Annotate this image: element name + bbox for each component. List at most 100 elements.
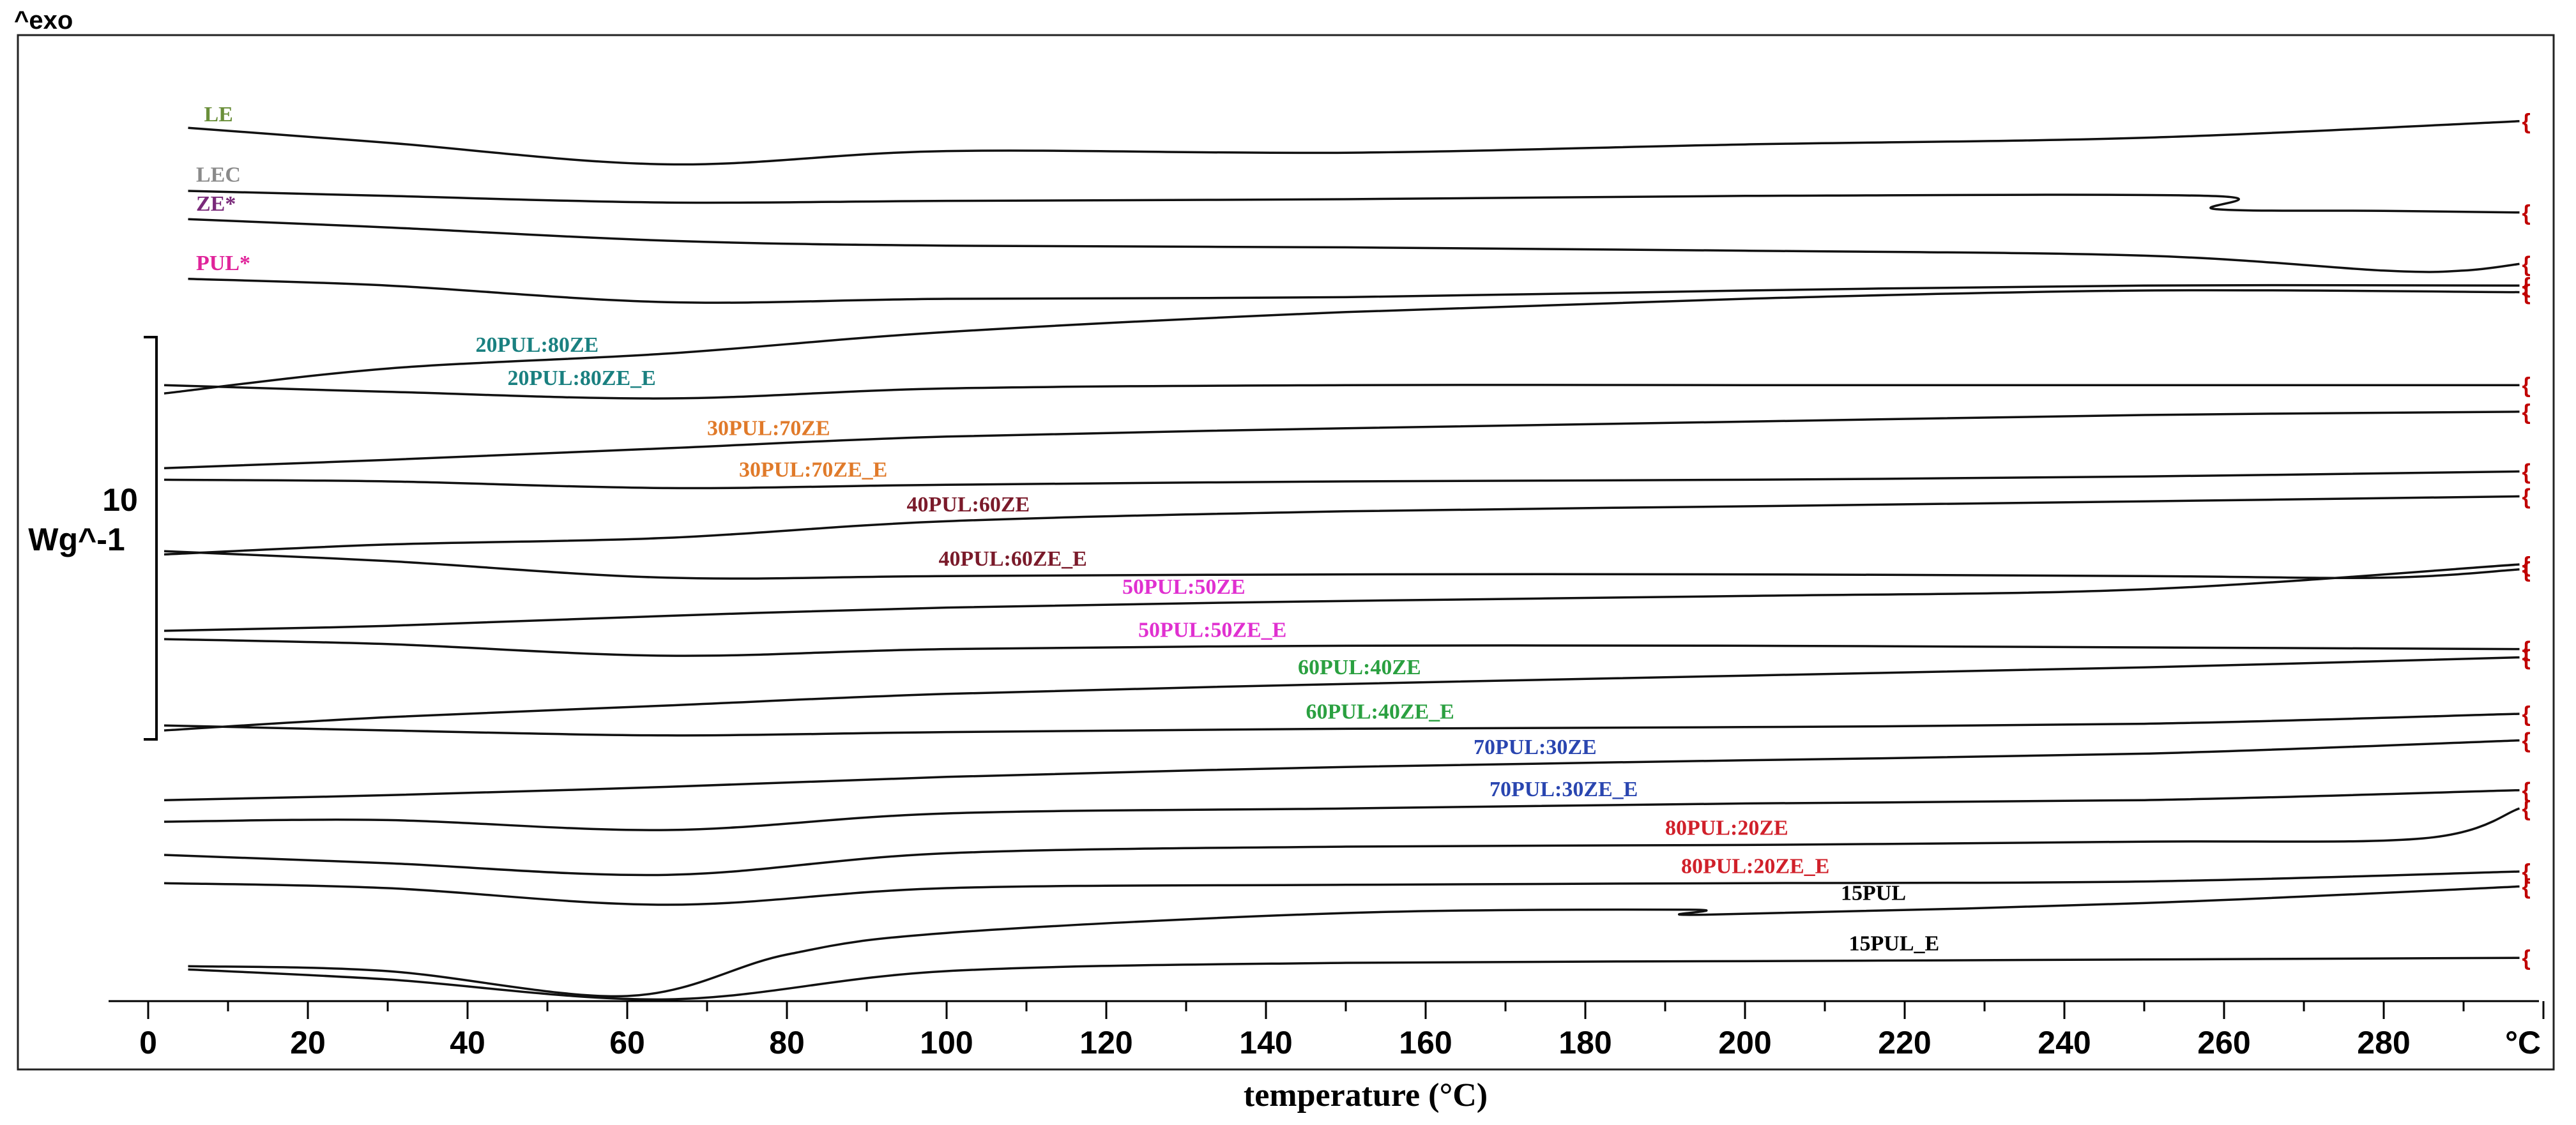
series-20pul-80ze-e: {20PUL:80ZE_E [164, 366, 2531, 400]
series-end-marker: { [2522, 485, 2531, 509]
series-line [164, 739, 2520, 801]
series-line [164, 384, 2520, 400]
series-label: 80PUL:20ZE [1665, 817, 1788, 840]
series-end-marker: { [2522, 553, 2531, 577]
series-line [164, 411, 2520, 469]
x-unit-label: °C [2505, 1025, 2541, 1061]
x-tick-label: 120 [1079, 1025, 1132, 1061]
series-60pul-40ze: {60PUL:40ZE [164, 646, 2531, 732]
series-line [188, 120, 2520, 166]
series-label: 50PUL:50ZE [1122, 575, 1246, 599]
series-label: 40PUL:60ZE_E [939, 547, 1087, 571]
series-80pul-20ze-e: {80PUL:20ZE_E [164, 854, 2531, 906]
series-end-marker: { [2522, 779, 2531, 803]
x-axis-tick-labels: 0 20 40 60 80 100 120 140 160 180 200 220 240 260 280 [139, 1025, 2411, 1061]
series-end-marker: { [2522, 702, 2531, 727]
series-label: 60PUL:40ZE [1298, 656, 1421, 679]
series-label: ZE* [196, 192, 236, 216]
series-30pul-70ze: {30PUL:70ZE [164, 400, 2531, 469]
series-line [188, 885, 2520, 998]
series-end-marker: { [2522, 274, 2531, 298]
series-label: LEC [196, 163, 241, 187]
series-end-marker: { [2522, 875, 2531, 899]
series-label: 30PUL:70ZE_E [739, 458, 887, 481]
series-line [188, 190, 2520, 214]
series-le: { LE [188, 103, 2531, 166]
series-end-marker: { [2522, 860, 2531, 884]
series-line [188, 278, 2520, 304]
scale-bar-value: 10 [102, 482, 138, 518]
x-tick-label: 160 [1399, 1025, 1452, 1061]
series-line [164, 638, 2520, 657]
series-50pul-50ze: {50PUL:50ZE [164, 553, 2531, 632]
series-label: LE [204, 103, 233, 126]
x-tick-label: 240 [2038, 1025, 2091, 1061]
x-tick-label: 200 [1718, 1025, 1771, 1061]
series-40pul-60ze-e: {40PUL:60ZE_E [164, 547, 2531, 582]
series-label: 30PUL:70ZE [707, 416, 830, 440]
series-label: 50PUL:50ZE_E [1138, 619, 1286, 642]
series-end-marker: { [2522, 946, 2531, 970]
x-axis-title: temperature (°C) [1244, 1077, 1488, 1114]
series-end-marker: { [2522, 729, 2531, 753]
series-line [164, 807, 2520, 877]
series-end-marker: { [2522, 281, 2531, 305]
series-end-marker: { [2522, 638, 2531, 662]
series-label: PUL* [196, 252, 250, 275]
series-label: 40PUL:60ZE [907, 493, 1030, 517]
series-ze-: { ZE* [188, 192, 2531, 276]
series-50pul-50ze-e: {50PUL:50ZE_E [164, 619, 2531, 662]
series-end-marker: { [2522, 252, 2531, 276]
exo-label: ^exo [14, 6, 73, 34]
series-end-marker: { [2522, 201, 2531, 225]
series-30pul-70ze-e: {30PUL:70ZE_E [164, 458, 2531, 490]
x-tick-label: 180 [1559, 1025, 1612, 1061]
series-line [164, 713, 2520, 737]
series-label: 15PUL [1841, 882, 1906, 905]
series-label: 70PUL:30ZE_E [1490, 778, 1638, 801]
series-end-marker: { [2522, 797, 2531, 821]
x-tick-label: 140 [1239, 1025, 1292, 1061]
series-pul-: { PUL* [188, 252, 2531, 304]
series-label: 20PUL:80ZE [476, 333, 599, 357]
x-tick-label: 0 [139, 1025, 157, 1061]
series-end-marker: { [2522, 110, 2531, 134]
x-tick-label: 100 [920, 1025, 973, 1061]
series-60pul-40ze-e: {60PUL:40ZE_E [164, 700, 2531, 737]
x-tick-label: 260 [2197, 1025, 2250, 1061]
series-line [164, 656, 2520, 732]
series-line [188, 956, 2520, 1001]
series-end-marker: { [2522, 374, 2531, 398]
series-end-marker: { [2522, 558, 2531, 582]
x-tick-label: 80 [769, 1025, 805, 1061]
scale-bar-unit: Wg^-1 [28, 522, 125, 557]
series-15pul-e: {15PUL_E [188, 932, 2531, 1001]
series-line [164, 495, 2520, 556]
series-label: 15PUL_E [1849, 932, 1940, 956]
series-line [164, 470, 2520, 490]
scale-bar [144, 336, 158, 741]
series-line [164, 550, 2520, 580]
series-line [188, 218, 2520, 273]
series-line [164, 789, 2520, 831]
series-label: 80PUL:20ZE_E [1681, 854, 1829, 878]
series-line [164, 563, 2520, 632]
series-80pul-20ze: {80PUL:20ZE [164, 797, 2531, 877]
x-tick-label: 20 [290, 1025, 326, 1061]
x-axis-ticks [147, 1001, 2545, 1019]
series-label: 20PUL:80ZE_E [508, 366, 656, 390]
plot-frame [17, 34, 2555, 1071]
series-label: 70PUL:30ZE [1474, 736, 1597, 759]
series-end-marker: { [2522, 646, 2531, 670]
series-line [164, 289, 2520, 395]
x-tick-label: 220 [1878, 1025, 1931, 1061]
series-20pul-80ze: {20PUL:80ZE [164, 281, 2531, 395]
series-label: 60PUL:40ZE_E [1306, 700, 1454, 724]
series-70pul-30ze-e: {70PUL:30ZE_E [164, 778, 2531, 831]
series-40pul-60ze: {40PUL:60ZE [164, 485, 2531, 556]
x-tick-label: 60 [609, 1025, 645, 1061]
series-end-marker: { [2522, 400, 2531, 425]
series-group: {LE{LEC{ZE*{PUL*{20PUL:80ZE{20PUL:80ZE_E… [164, 103, 2531, 1001]
series-end-marker: { [2522, 460, 2531, 484]
